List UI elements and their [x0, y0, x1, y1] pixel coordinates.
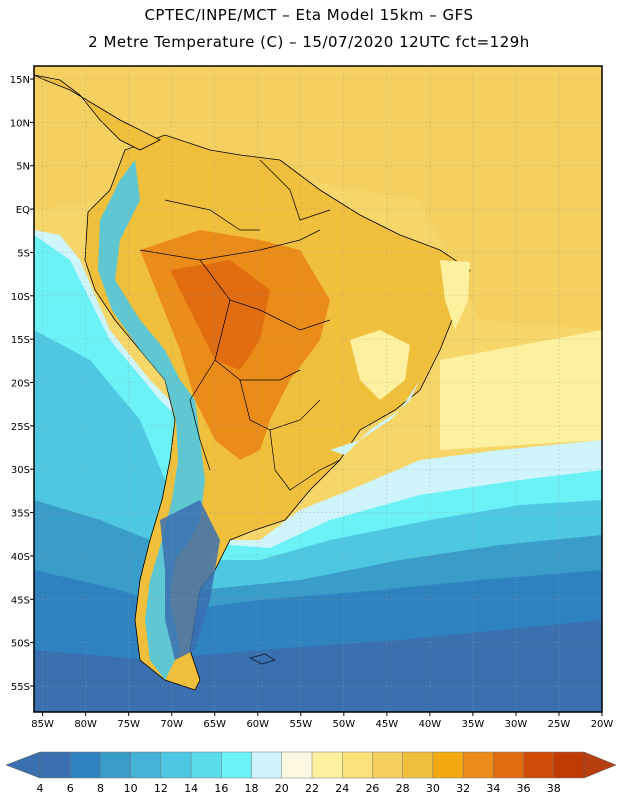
colorbar-label: 10: [124, 782, 138, 795]
colorbar-label: 18: [245, 782, 259, 795]
colorbar-swatch: [402, 751, 434, 779]
lon-label: 25W: [548, 719, 571, 730]
lat-label: 40S: [11, 552, 30, 563]
colorbar-swatch: [130, 751, 162, 779]
lat-label: 5N: [16, 162, 30, 173]
lat-label: 20S: [11, 378, 30, 389]
colorbar-label: 6: [67, 782, 74, 795]
colorbar-label: 30: [426, 782, 440, 795]
ocean-band-22: [440, 330, 602, 450]
lat-label: EQ: [16, 205, 30, 216]
colorbar-swatch: [553, 751, 585, 779]
colorbar-label: 12: [154, 782, 168, 795]
ocean-band-4: [34, 620, 602, 712]
colorbar-label: 20: [275, 782, 289, 795]
lat-label: 10N: [10, 118, 30, 129]
colorbar-swatch: [523, 751, 555, 779]
colorbar-label: 34: [486, 782, 500, 795]
colorbar-label: 32: [456, 782, 470, 795]
lon-label: 35W: [462, 719, 485, 730]
lat-label: 55S: [11, 682, 30, 693]
lon-label: 45W: [376, 719, 399, 730]
colorbar-swatch: [160, 751, 192, 779]
lat-label: 25S: [11, 422, 30, 433]
colorbar-swatch: [39, 751, 71, 779]
lat-label: 30S: [11, 465, 30, 476]
colorbar-swatch: [493, 751, 525, 779]
hottest-region: [170, 260, 270, 370]
colorbar-low-arrow: [5, 751, 41, 779]
lat-label: 15S: [11, 335, 30, 346]
colorbar-swatch: [341, 751, 373, 779]
colorbar-swatch: [100, 751, 132, 779]
lon-label: 70W: [160, 719, 183, 730]
colorbar-high-arrow: [583, 751, 617, 779]
colorbar-swatch: [462, 751, 494, 779]
colorbar-label: 14: [184, 782, 198, 795]
lon-label: 80W: [74, 719, 97, 730]
colorbar-label: 38: [547, 782, 561, 795]
colorbar-label: 36: [517, 782, 531, 795]
colorbar-swatch: [372, 751, 404, 779]
lon-label: 85W: [31, 719, 54, 730]
lat-label: 5S: [17, 248, 30, 259]
colorbar-label: 16: [214, 782, 228, 795]
lat-label: 45S: [11, 595, 30, 606]
colorbar-label: 8: [97, 782, 104, 795]
colorbar-swatch: [432, 751, 464, 779]
lat-label: 50S: [11, 639, 30, 650]
colorbar-label: 26: [365, 782, 379, 795]
central-america-land: [34, 74, 161, 151]
southeast-cool: [330, 380, 420, 455]
colorbar-label: 22: [305, 782, 319, 795]
colorbar-swatch: [311, 751, 343, 779]
colorbar-swatch: [251, 751, 283, 779]
country-borders: [139, 159, 341, 491]
lat-label: 35S: [11, 509, 30, 520]
lon-label: 65W: [203, 719, 226, 730]
colorbar-swatch: [281, 751, 313, 779]
longitude-labels: 85W 80W 75W 70W 65W 60W 55W 50W 45W 40W 35W 30W 25W 2…: [31, 712, 613, 730]
lat-label: 15N: [10, 75, 30, 86]
lon-label: 30W: [505, 719, 528, 730]
lon-label: 50W: [333, 719, 356, 730]
latitude-labels: 15N 10N 5N EQ 5S 10S 15S 20S 25S 30S 35S 40S 45S 50S 5…: [10, 75, 34, 693]
colorbar-label: 24: [335, 782, 349, 795]
lon-label: 75W: [117, 719, 140, 730]
lon-label: 55W: [289, 719, 312, 730]
patagonia-cold: [160, 500, 220, 660]
lat-label: 10S: [11, 292, 30, 303]
colorbar-label: 4: [37, 782, 44, 795]
northeast-brazil-cool: [440, 260, 470, 330]
colorbar: 4 6 8 10 12 14 16 18 20 22 24 26 28 30 32 34 36 38: [5, 751, 617, 795]
colorbar-label: 28: [396, 782, 410, 795]
grid-lines: [34, 66, 603, 712]
lon-label: 20W: [591, 719, 614, 730]
map-frame: [33, 65, 603, 713]
lon-label: 60W: [246, 719, 269, 730]
colorbar-swatch: [221, 751, 253, 779]
colorbar-swatch: [190, 751, 222, 779]
lon-label: 40W: [419, 719, 442, 730]
title-line-2: 2 Metre Temperature (C) – 15/07/2020 12U…: [88, 33, 530, 51]
title-line-1: CPTEC/INPE/MCT – Eta Model 15km – GFS: [144, 6, 474, 24]
colorbar-swatch: [69, 751, 101, 779]
